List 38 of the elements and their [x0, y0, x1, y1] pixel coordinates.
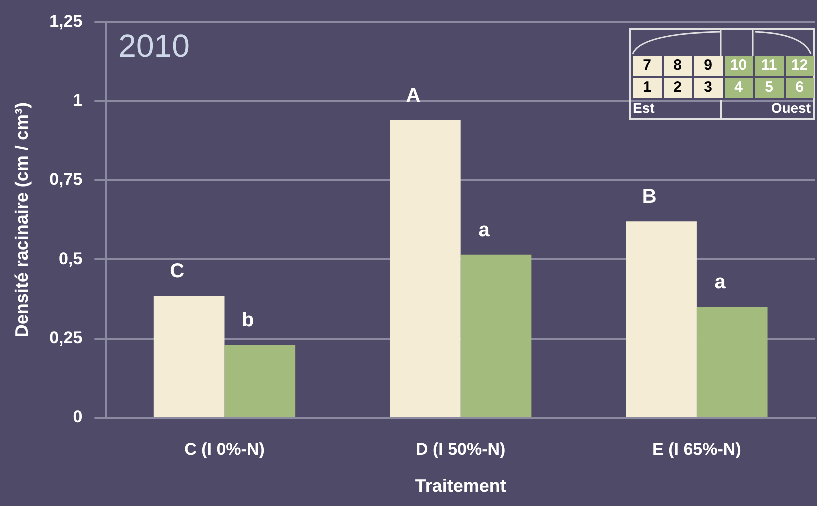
bar: [154, 296, 225, 417]
annotation: 9: [694, 56, 722, 76]
x-axis-title: Traitement: [415, 476, 506, 496]
y-axis-title: Densité racinaire (cm / cm³): [12, 102, 32, 338]
annotation: 11: [755, 56, 784, 76]
annotation: 4: [724, 78, 753, 98]
annotation: 6: [786, 78, 814, 98]
y-tick-label: 0,25: [50, 328, 83, 348]
data-label: A: [406, 84, 421, 107]
data-label: C: [170, 260, 185, 283]
data-label: B: [642, 186, 657, 208]
y-tick-label: 1: [73, 91, 83, 110]
annotation: 2: [664, 78, 692, 98]
annotation: 10: [724, 56, 753, 76]
bar: [460, 254, 532, 417]
x-tick-label: D (I 50%-N): [416, 440, 506, 459]
bar: [696, 307, 768, 417]
bar: [224, 345, 296, 417]
annotation: 12: [786, 56, 814, 76]
bar: [390, 120, 461, 417]
y-tick-label: 0,5: [59, 249, 83, 268]
data-label: a: [714, 272, 727, 294]
x-tick-label: E (I 65%-N): [652, 440, 742, 459]
y-tick-label: 0,75: [50, 170, 83, 190]
data-label: b: [242, 310, 254, 332]
annotation: 5: [755, 78, 784, 98]
y-tick-label: 1,25: [50, 12, 83, 31]
annotation: 3: [694, 78, 722, 98]
bar: [626, 222, 697, 417]
data-label: a: [478, 219, 491, 242]
x-tick-label: C (I 0%-N): [184, 440, 265, 459]
chart-title: 2010: [118, 28, 190, 64]
annotation: 8: [664, 56, 692, 76]
annotation: 1: [633, 78, 662, 98]
y-tick-label: 0: [73, 408, 83, 427]
legend-label: Ouest: [771, 100, 811, 116]
legend-label: Est: [631, 100, 722, 118]
annotation: 7: [633, 56, 662, 76]
